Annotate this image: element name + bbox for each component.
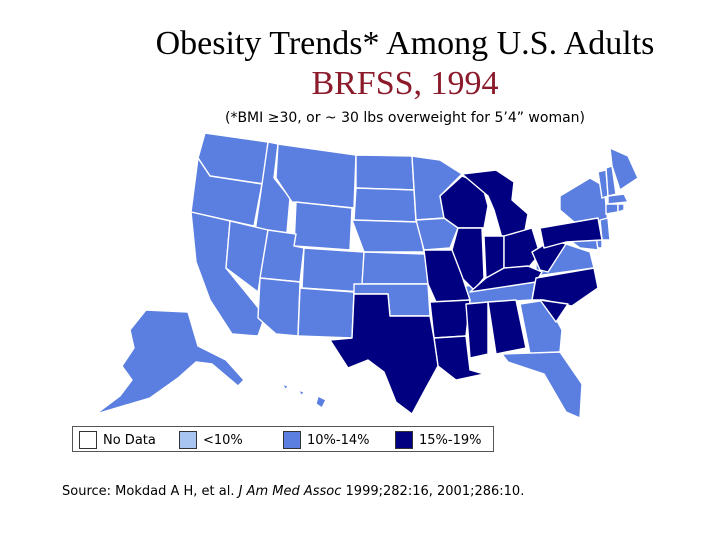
legend-swatch — [179, 431, 197, 449]
state-texas — [329, 293, 439, 415]
legend-item-lt10: <10% — [179, 430, 243, 450]
state-alaska — [95, 309, 245, 415]
state-new-hampshire — [605, 165, 617, 197]
state-maine — [609, 147, 639, 191]
legend-swatch — [395, 431, 413, 449]
state-arizona — [257, 277, 301, 337]
state-nevada — [225, 220, 269, 293]
title-line2: BRFSS, 1994 — [311, 65, 499, 102]
legend-label: <10% — [203, 432, 243, 448]
state-nebraska — [351, 219, 425, 253]
state-north-carolina — [531, 267, 599, 307]
state-mississippi — [465, 301, 489, 359]
state-south-carolina — [539, 299, 569, 323]
legend-label: 10%-14% — [307, 432, 370, 448]
state-south-dakota — [353, 187, 417, 223]
legend-item-10-14: 10%-14% — [283, 430, 369, 450]
source-citation: Source: Mokdad A H, et al. J Am Med Asso… — [62, 484, 524, 499]
legend-label: 15%-19% — [419, 432, 482, 448]
state-arkansas — [429, 299, 471, 339]
state-pennsylvania — [539, 217, 603, 249]
state-florida — [501, 351, 583, 419]
source-suffix: 1999;282:16, 2001;286:10. — [341, 484, 525, 499]
state-wyoming — [293, 201, 353, 251]
source-journal: J Am Med Assoc — [238, 484, 342, 499]
legend-swatch — [79, 431, 97, 449]
state-michigan — [461, 169, 529, 239]
title-line1: Obesity Trends* Among U.S. Adults — [155, 25, 655, 62]
legend-item-no-data: No Data — [79, 430, 156, 450]
state-new-mexico — [297, 287, 355, 339]
map-subtitle: (*BMI ≥30, or ~ 30 lbs overweight for 5’… — [224, 110, 585, 126]
state-ohio — [503, 227, 541, 269]
source-prefix: Source: Mokdad A H, et al. — [62, 484, 239, 499]
legend-swatch — [283, 431, 301, 449]
state-hawaii — [281, 383, 327, 409]
state-connecticut — [605, 203, 619, 215]
state-massachusetts — [607, 193, 629, 205]
state-alabama — [487, 299, 527, 355]
state-oregon — [190, 157, 263, 227]
legend-label: No Data — [103, 432, 156, 448]
state-iowa — [415, 217, 459, 251]
map-title: Obesity Trends* Among U.S. Adults BRFSS,… — [0, 24, 720, 104]
state-kansas — [361, 251, 429, 285]
legend-item-15-19: 15%-19% — [395, 430, 481, 450]
state-rhode-island — [617, 203, 625, 213]
state-north-dakota — [355, 154, 415, 191]
state-kentucky — [469, 265, 543, 293]
legend: No Data <10% 10%-14% 15%-19% — [72, 426, 494, 452]
